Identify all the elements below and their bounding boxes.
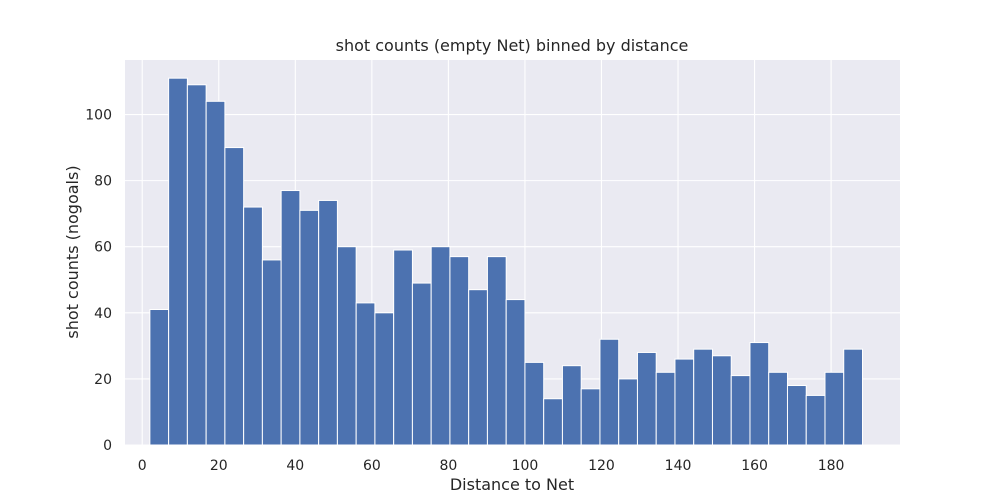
histogram-bar [674, 358, 695, 446]
y-tick-labels: 0 20 40 60 80 100 [85, 108, 112, 454]
histogram-bar [243, 206, 263, 446]
x-tick-label: 180 [818, 458, 845, 474]
histogram-bar [711, 355, 732, 446]
x-tick-label: 140 [665, 458, 692, 474]
histogram-bar [336, 246, 357, 446]
y-tick-label: 0 [103, 438, 112, 454]
histogram-bar [561, 365, 582, 446]
histogram-bar [599, 338, 620, 446]
histogram-bar [486, 256, 507, 446]
histogram-bar [580, 388, 601, 446]
histogram-bar [749, 342, 770, 446]
x-tick-label: 160 [741, 458, 768, 474]
x-axis-label: Distance to Net [450, 475, 574, 494]
x-tick-label: 120 [588, 458, 615, 474]
histogram-bar [618, 378, 638, 446]
histogram-bar [505, 299, 526, 446]
histogram-bar [449, 256, 470, 446]
x-tick-label: 100 [512, 458, 539, 474]
histogram-bar [730, 375, 751, 446]
y-tick-label: 60 [94, 240, 112, 256]
histogram-bar [786, 385, 807, 446]
y-axis-label: shot counts (nogoals) [63, 165, 82, 338]
y-tick-label: 100 [85, 108, 112, 124]
histogram-bar [411, 282, 432, 446]
histogram-bar [636, 351, 657, 446]
histogram-bar [149, 309, 170, 446]
histogram-bar [374, 312, 395, 446]
histogram-bar [693, 348, 713, 446]
y-tick-label: 80 [94, 174, 112, 190]
x-tick-labels: 0 20 40 60 80 100 120 140 160 180 [138, 458, 845, 474]
histogram-bar [805, 394, 826, 446]
x-tick-label: 40 [286, 458, 304, 474]
histogram-bar [318, 199, 338, 446]
histogram-bar [543, 398, 563, 446]
histogram-bar [224, 147, 245, 446]
histogram-bar [468, 289, 488, 446]
histogram-bar [824, 371, 845, 446]
histogram-bar [843, 348, 863, 446]
y-tick-label: 20 [94, 372, 112, 388]
bars [149, 77, 863, 446]
histogram-bar [168, 77, 188, 446]
x-tick-label: 80 [439, 458, 457, 474]
histogram-bar [655, 371, 676, 446]
histogram-bar [280, 190, 301, 446]
histogram-bar [524, 361, 545, 446]
histogram-bar [355, 302, 376, 446]
chart-title: shot counts (empty Net) binned by distan… [336, 36, 689, 55]
histogram-bar [768, 371, 788, 446]
x-tick-label: 20 [210, 458, 228, 474]
x-tick-label: 0 [138, 458, 147, 474]
x-tick-label: 60 [363, 458, 381, 474]
histogram-bar [393, 249, 413, 446]
histogram-bar [261, 259, 282, 446]
histogram-bar [186, 84, 207, 446]
histogram-bar [430, 246, 451, 446]
y-tick-label: 40 [94, 306, 112, 322]
histogram-bar [205, 100, 226, 446]
histogram-bar [299, 209, 320, 446]
